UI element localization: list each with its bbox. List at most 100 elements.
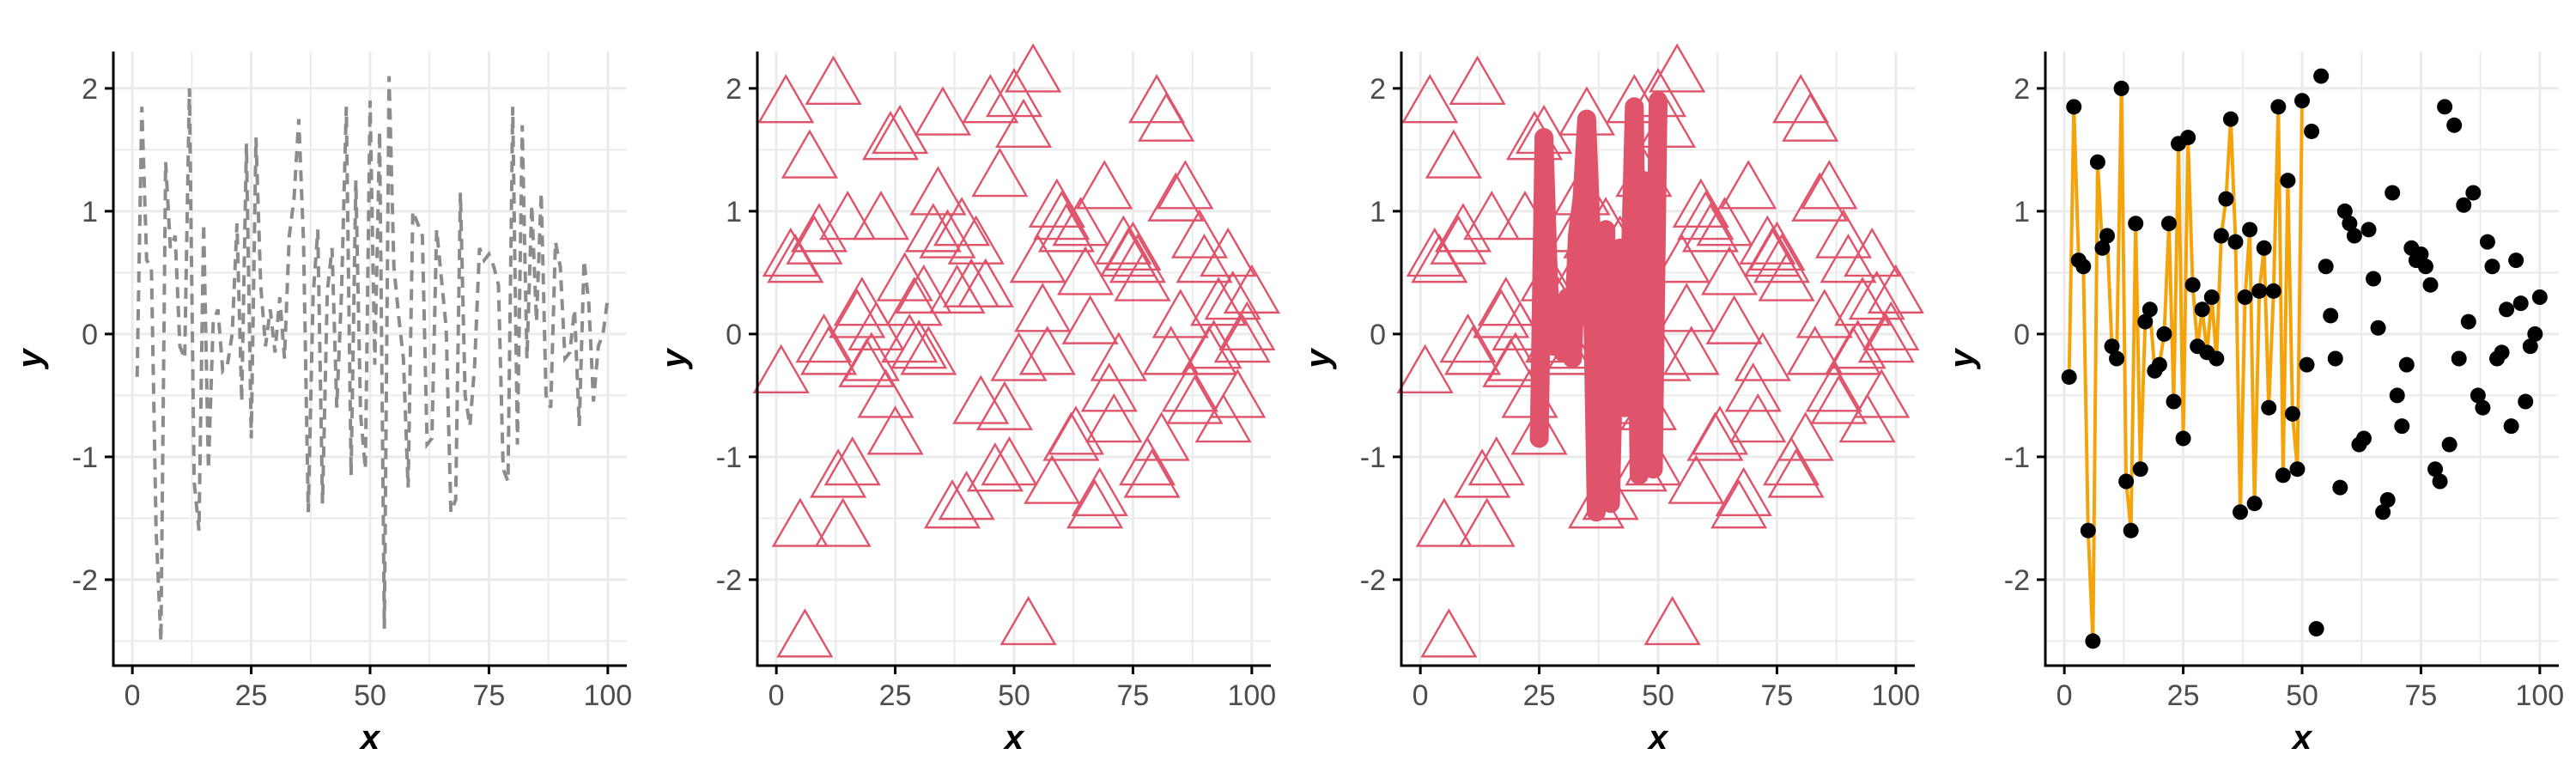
y-tick-label: 1	[2014, 196, 2030, 228]
data-point	[2194, 301, 2210, 318]
y-tick-label: 1	[82, 196, 98, 228]
triangle-point	[1795, 289, 1853, 338]
connect-line	[2067, 86, 2304, 643]
triangle-point	[1024, 454, 1081, 504]
data-point	[2465, 185, 2482, 201]
triangle-point	[1080, 362, 1138, 412]
triangle-point	[1170, 209, 1229, 259]
data-point	[2379, 491, 2396, 508]
y-tick-label: 0	[726, 319, 742, 351]
triangle-point	[1649, 43, 1706, 93]
triangle-point	[790, 203, 848, 253]
y-tick-label: 2	[726, 73, 742, 106]
triangle-point	[1454, 448, 1511, 498]
axes: 0 25 50 75 100 -2 -1 0 1 2 x y	[11, 52, 632, 757]
triangle-point	[810, 448, 867, 498]
triangle-point	[1028, 178, 1085, 228]
triangle-point	[1213, 313, 1271, 363]
data-point	[2203, 289, 2220, 305]
data-point	[2427, 461, 2444, 478]
y-tick-label: 1	[1370, 196, 1386, 228]
triangle-point	[1009, 234, 1066, 283]
axes: 0 25 50 75 100 -2 -1 0 1 2 x y	[655, 52, 1276, 757]
triangle-point	[767, 234, 824, 283]
triangle-point	[1791, 172, 1849, 222]
triangle-point	[1710, 479, 1768, 529]
triangle-point	[1218, 301, 1276, 350]
x-tick-label: 75	[1761, 679, 1794, 712]
triangle-point	[852, 190, 910, 240]
data-point	[2318, 259, 2334, 275]
data-point	[2484, 259, 2500, 275]
data-point	[2222, 111, 2239, 127]
triangle-point	[1118, 435, 1176, 486]
data-point	[2280, 173, 2296, 189]
data-point	[2413, 246, 2429, 262]
x-tick-label: 100	[1871, 679, 1920, 712]
data-point	[2123, 522, 2139, 539]
triangle-point	[1147, 172, 1205, 222]
triangle-point	[1425, 129, 1482, 179]
triangle-point	[1056, 246, 1115, 295]
data-point	[2142, 301, 2158, 318]
series-line-dashed	[135, 76, 610, 642]
triangle-point	[1853, 368, 1911, 418]
axes: 0 25 50 75 100 -2 -1 0 1 2 x y	[1943, 52, 2564, 757]
data-point	[2460, 313, 2476, 330]
data-point	[2118, 473, 2135, 490]
triangle-point	[1482, 338, 1540, 387]
data-point	[2336, 203, 2353, 219]
triangle-point	[1439, 313, 1497, 363]
gridlines	[2045, 52, 2559, 666]
y-tick-label: 0	[82, 319, 98, 351]
data-point	[2066, 99, 2082, 115]
triangle-point	[1406, 227, 1463, 277]
data-point	[2446, 117, 2463, 133]
triangle-point	[1782, 92, 1839, 142]
triangle-point	[1018, 326, 1076, 375]
y-axis-title: y	[11, 348, 49, 370]
x-tick-label: 50	[2286, 679, 2318, 712]
triangle-point	[848, 301, 905, 350]
panel-3: 0 25 50 75 100 -2 -1 0 1 2 x y	[1299, 43, 1924, 757]
triangle-point	[885, 277, 943, 326]
data-point	[2299, 356, 2315, 373]
data-point	[2441, 436, 2458, 453]
triangle-point	[1724, 362, 1782, 412]
triangle-point	[1200, 227, 1257, 277]
data-point	[2284, 405, 2300, 422]
data-point	[2270, 99, 2287, 115]
triangle-point	[1161, 362, 1218, 412]
data-point	[2166, 393, 2182, 410]
highlight-line	[1529, 91, 1668, 522]
data-point	[2104, 338, 2120, 355]
triangle-point	[947, 215, 1005, 265]
triangle-point	[1194, 393, 1252, 443]
data-point	[2227, 234, 2244, 250]
data-point	[2242, 222, 2258, 238]
triangle-point	[1653, 234, 1710, 283]
triangle-point	[776, 608, 834, 658]
triangle-point	[786, 215, 843, 265]
y-axis-title: y	[1299, 348, 1337, 370]
data-point	[2156, 326, 2172, 342]
triangle-point	[1095, 215, 1152, 265]
triangle-point	[1037, 203, 1095, 253]
x-tick-label: 0	[125, 679, 141, 712]
triangle-point	[1166, 374, 1224, 424]
x-tick-label: 100	[1227, 679, 1276, 712]
x-tick-label: 25	[1523, 679, 1556, 712]
data-point	[2218, 191, 2234, 207]
data-point	[2332, 479, 2348, 496]
triangle-point	[1128, 74, 1186, 124]
triangle-point	[890, 320, 948, 369]
data-point	[2128, 216, 2144, 232]
triangle-point	[771, 497, 829, 547]
data-point	[2527, 326, 2543, 342]
x-tick-label: 75	[1117, 679, 1150, 712]
triangle-point	[1862, 301, 1920, 350]
triangle-point	[799, 326, 858, 375]
data-point	[2475, 399, 2491, 416]
x-tick-label: 50	[354, 679, 386, 712]
x-tick-label: 25	[235, 679, 268, 712]
